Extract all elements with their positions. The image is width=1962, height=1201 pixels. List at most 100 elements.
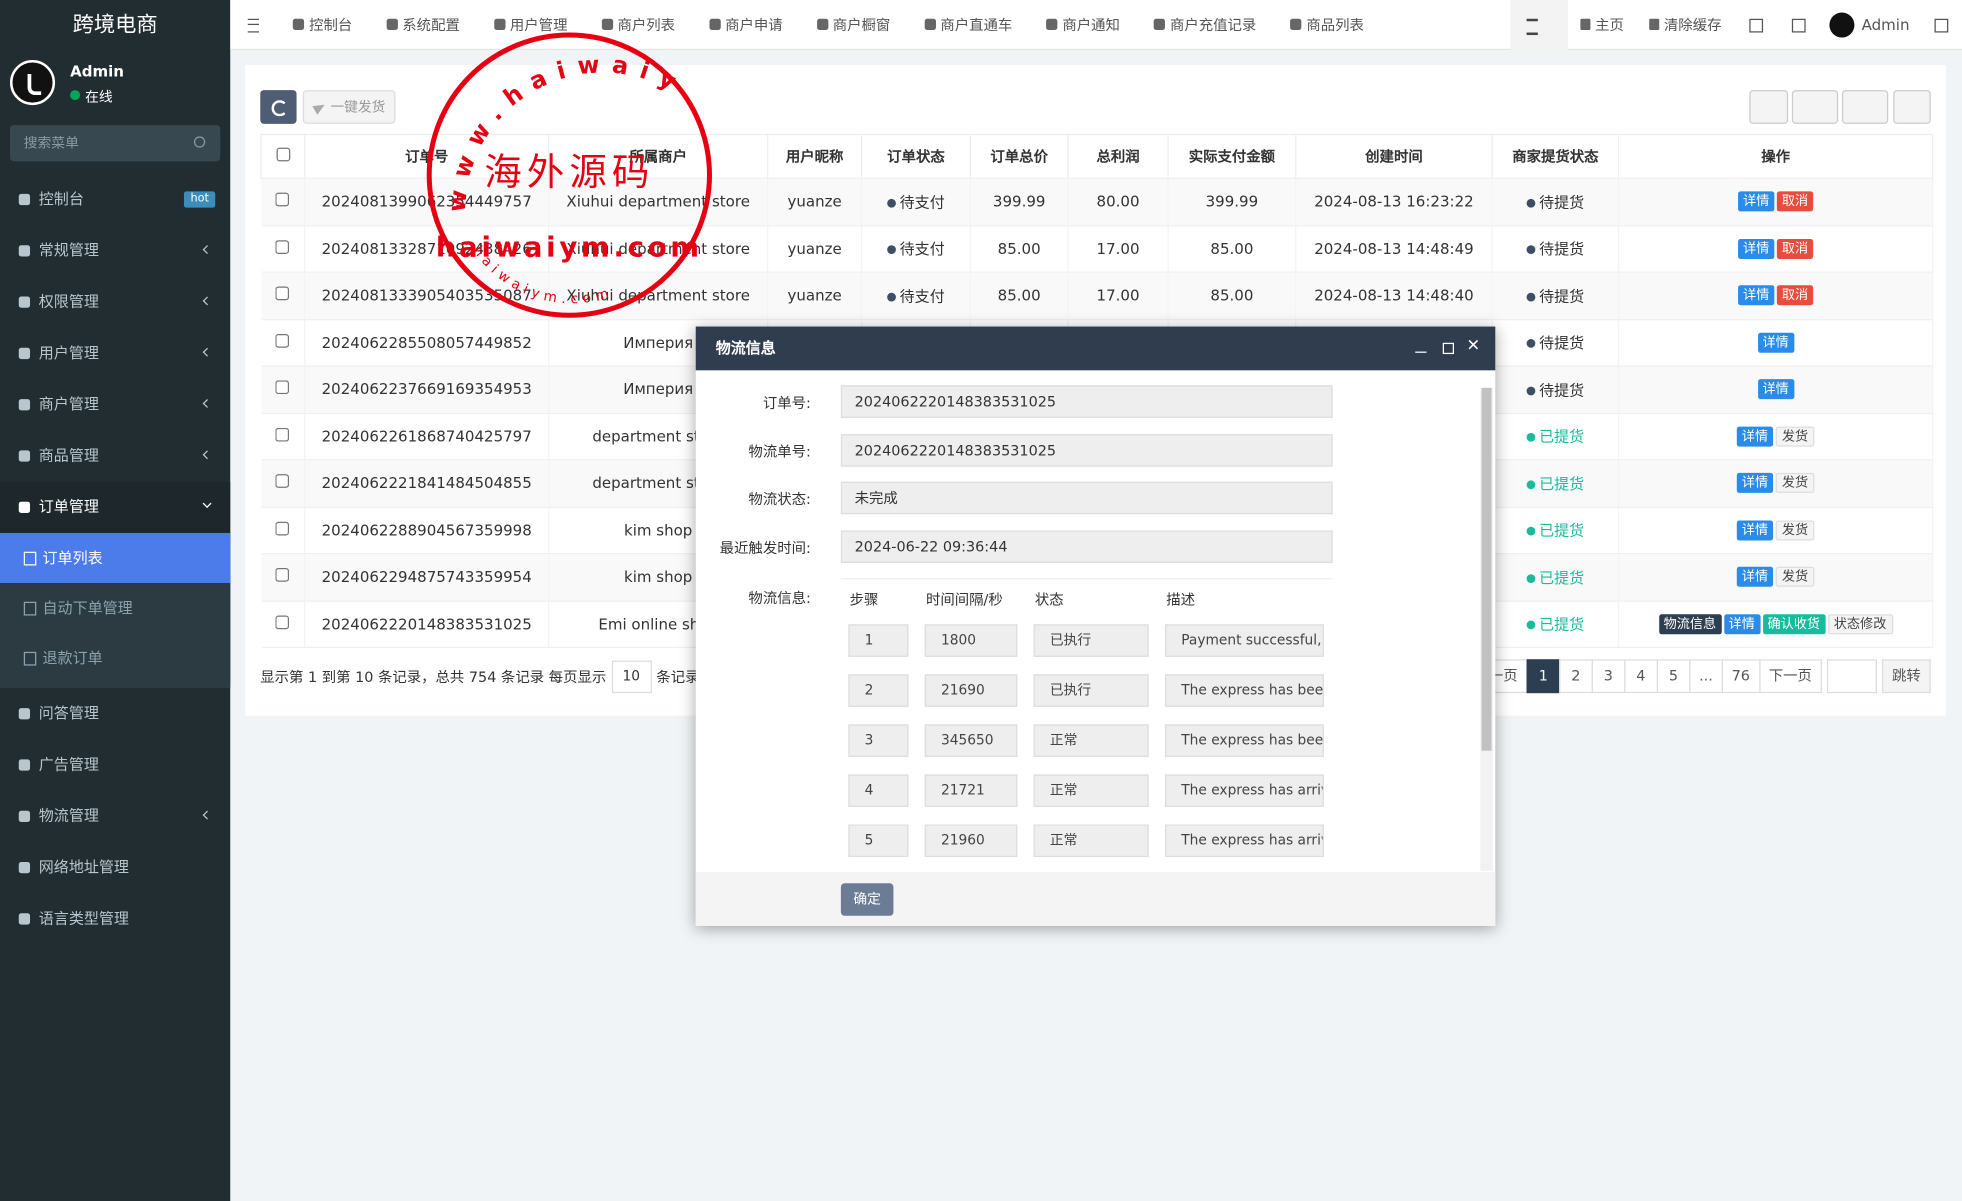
menu-toggle[interactable] bbox=[230, 0, 275, 50]
menu-item[interactable]: 网络地址管理 bbox=[0, 842, 230, 893]
row-checkbox[interactable] bbox=[275, 333, 290, 348]
settings-button[interactable] bbox=[1919, 0, 1962, 50]
row-checkbox[interactable] bbox=[275, 615, 290, 629]
submenu-item[interactable]: 订单列表 bbox=[0, 532, 231, 584]
row-checkbox[interactable] bbox=[275, 474, 290, 489]
next-page[interactable]: 下一页 bbox=[1758, 659, 1822, 694]
nav-item[interactable]: 商户橱窗 bbox=[799, 0, 907, 50]
brand[interactable]: 跨境电商 bbox=[0, 0, 231, 51]
search-button[interactable] bbox=[1893, 90, 1931, 124]
nav-item[interactable]: 商品列表 bbox=[1273, 0, 1381, 50]
row-checkbox[interactable] bbox=[275, 521, 290, 536]
page-number[interactable]: 4 bbox=[1624, 659, 1658, 694]
cell-text: Xiuhui department store bbox=[566, 286, 750, 305]
menu-item[interactable]: 用户管理 bbox=[0, 328, 230, 379]
nav-item[interactable]: 商户通知 bbox=[1029, 0, 1137, 50]
menu-item[interactable]: 控制台 hot bbox=[0, 174, 230, 225]
table-cell: 待提货 bbox=[1492, 365, 1620, 414]
menu-item[interactable]: 商品管理 bbox=[0, 430, 230, 481]
page-number[interactable]: 1 bbox=[1526, 659, 1561, 694]
nav-item[interactable]: 商户充值记录 bbox=[1136, 0, 1272, 50]
batch-ship-button[interactable]: 一键发货 bbox=[302, 90, 396, 124]
menu-item[interactable]: 问答管理 bbox=[0, 688, 230, 739]
scrollbar-thumb[interactable] bbox=[1481, 387, 1492, 751]
menu-item[interactable]: 物流管理 bbox=[0, 791, 230, 842]
topbar-link[interactable]: 清除缓存 bbox=[1636, 0, 1734, 50]
page-number[interactable]: 76 bbox=[1721, 659, 1760, 694]
action-button[interactable]: 详情 bbox=[1738, 285, 1775, 306]
action-button[interactable]: 详情 bbox=[1738, 191, 1775, 212]
action-button[interactable]: 详情 bbox=[1757, 379, 1794, 400]
select-all[interactable] bbox=[275, 147, 290, 162]
menu-item[interactable]: 权限管理 bbox=[0, 276, 230, 327]
action-button[interactable]: 发货 bbox=[1775, 426, 1815, 447]
row-checkbox[interactable] bbox=[275, 286, 290, 301]
nav-item[interactable]: 控制台 bbox=[275, 0, 368, 50]
table-cell: 2024062261868740425797 bbox=[304, 412, 550, 461]
action-button[interactable]: 详情 bbox=[1736, 426, 1774, 447]
row-checkbox[interactable] bbox=[275, 239, 290, 254]
menu-item[interactable]: 语言类型管理 bbox=[0, 893, 230, 944]
export-button[interactable] bbox=[1841, 90, 1889, 124]
page-size-select[interactable]: 10 bbox=[611, 660, 652, 694]
menu-search[interactable]: 搜索菜单 bbox=[10, 125, 221, 162]
submenu-item[interactable]: 退款订单 bbox=[0, 633, 231, 684]
action-button[interactable]: 详情 bbox=[1723, 613, 1760, 634]
action-button[interactable]: 取消 bbox=[1776, 191, 1814, 212]
language-button[interactable] bbox=[1734, 0, 1777, 50]
topbar-user[interactable]: Admin bbox=[1819, 0, 1919, 50]
page-number[interactable]: 5 bbox=[1656, 659, 1691, 694]
menu-item[interactable]: 商户管理 bbox=[0, 379, 230, 430]
field-label: 物流单号: bbox=[748, 442, 811, 460]
nav-item[interactable]: 商户直通车 bbox=[907, 0, 1029, 50]
menu-item[interactable]: 订单管理 bbox=[0, 481, 231, 533]
action-button[interactable]: 详情 bbox=[1736, 520, 1774, 541]
row-checkbox[interactable] bbox=[275, 192, 290, 207]
minimize-button[interactable] bbox=[1415, 343, 1427, 353]
close-button[interactable]: ✕ bbox=[1466, 336, 1481, 356]
action-button[interactable]: 发货 bbox=[1775, 473, 1815, 494]
row-checkbox[interactable] bbox=[275, 380, 290, 395]
cell-text: 已提货 bbox=[1527, 475, 1584, 493]
submenu-item[interactable]: 自动下单管理 bbox=[0, 583, 231, 634]
action-button[interactable]: 取消 bbox=[1776, 238, 1814, 259]
confirm-button[interactable]: 确定 bbox=[840, 883, 894, 916]
page-number[interactable]: 2 bbox=[1558, 659, 1593, 694]
scrollbar[interactable] bbox=[1480, 387, 1493, 871]
toggle-view-button[interactable] bbox=[1749, 90, 1789, 124]
row-checkbox[interactable] bbox=[275, 427, 290, 442]
page-number[interactable]: ... bbox=[1689, 659, 1723, 694]
cell-text: Emi online shop bbox=[598, 615, 719, 633]
nav-item[interactable]: 商户列表 bbox=[584, 0, 692, 50]
step-header: 状态 bbox=[1034, 590, 1064, 609]
action-button[interactable]: 确认收货 bbox=[1762, 613, 1826, 634]
nav-item[interactable]: 系统配置 bbox=[369, 0, 477, 50]
nav-item[interactable]: 商户申请 bbox=[691, 0, 799, 50]
action-button[interactable]: 发货 bbox=[1775, 520, 1815, 541]
topbar-link[interactable]: 主页 bbox=[1568, 0, 1637, 50]
nav-tabs-menu[interactable] bbox=[1510, 0, 1568, 51]
action-button[interactable]: 详情 bbox=[1736, 567, 1774, 588]
menu-item[interactable]: 常规管理 bbox=[0, 225, 230, 276]
page-number[interactable]: 3 bbox=[1591, 659, 1626, 694]
action-button[interactable]: 详情 bbox=[1738, 238, 1775, 259]
menu-item[interactable]: 广告管理 bbox=[0, 739, 230, 790]
action-button[interactable]: 详情 bbox=[1757, 332, 1794, 353]
cell-text: 2024081332871092438426 bbox=[321, 239, 532, 258]
action-button[interactable]: 详情 bbox=[1736, 473, 1774, 494]
jump-button[interactable]: 跳转 bbox=[1881, 659, 1931, 694]
column-header: 实际支付金额 bbox=[1167, 133, 1297, 179]
action-button[interactable]: 发货 bbox=[1775, 567, 1815, 588]
refresh-button[interactable] bbox=[260, 90, 297, 124]
cell-text: 待提货 bbox=[1527, 287, 1584, 305]
row-checkbox[interactable] bbox=[275, 568, 290, 583]
cell-text: 17.00 bbox=[1096, 286, 1140, 305]
action-button[interactable]: 状态修改 bbox=[1827, 613, 1893, 634]
columns-button[interactable] bbox=[1791, 90, 1839, 124]
nav-item[interactable]: 用户管理 bbox=[476, 0, 584, 50]
fullscreen-button[interactable] bbox=[1777, 0, 1820, 50]
action-button[interactable]: 物流信息 bbox=[1658, 613, 1722, 634]
jump-input[interactable] bbox=[1826, 659, 1877, 694]
action-button[interactable]: 取消 bbox=[1776, 285, 1814, 306]
maximize-button[interactable] bbox=[1442, 342, 1455, 355]
